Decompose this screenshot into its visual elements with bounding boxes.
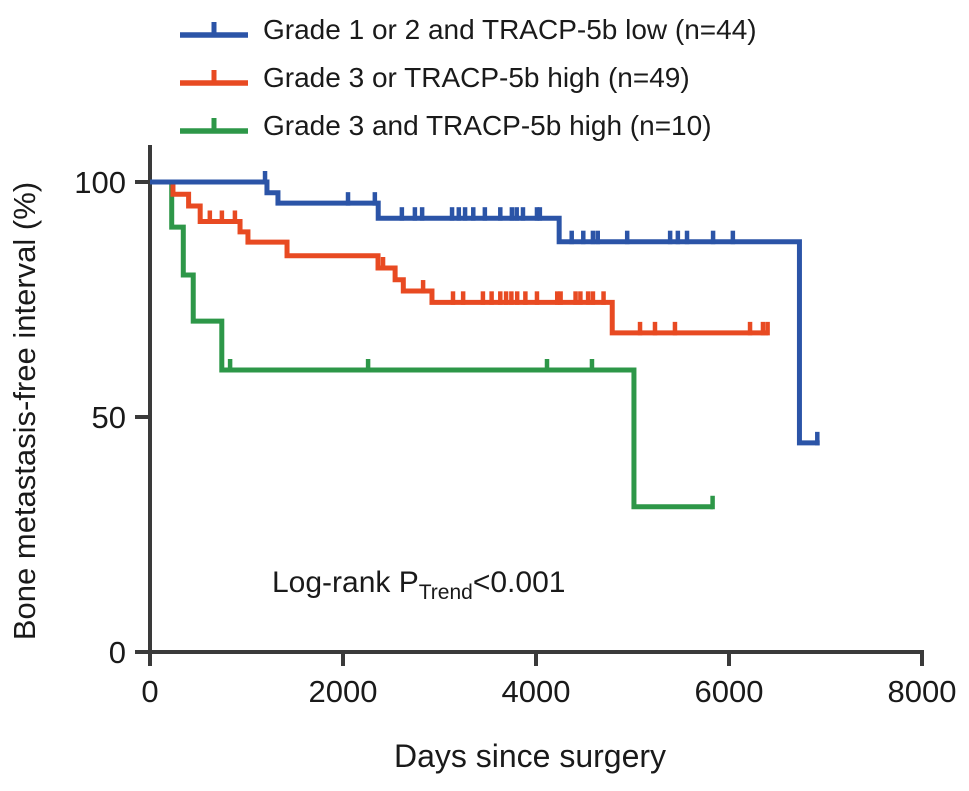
legend-row-group3: Grade 3 and TRACP-5b high (n=10): [178, 102, 757, 150]
survival-curve-2: [150, 179, 769, 336]
legend-row-group2: Grade 3 or TRACP-5b high (n=49): [178, 54, 757, 102]
y-tick-label: 100: [74, 165, 126, 200]
x-axis-title: Days since surgery: [393, 738, 667, 774]
legend-row-group1: Grade 1 or 2 and TRACP-5b low (n=44): [178, 6, 757, 54]
y-tick-label: 50: [92, 400, 126, 435]
survival-curve-3: [150, 179, 714, 510]
x-tick-label: 8000: [888, 674, 957, 709]
y-tick-label: 0: [109, 635, 126, 670]
annotation-subscript: Trend: [418, 581, 473, 604]
censored-line-icon: [180, 70, 248, 86]
x-tick-label: 2000: [309, 674, 378, 709]
annotation-suffix: <0.001: [472, 566, 566, 599]
legend-label-group1: Grade 1 or 2 and TRACP-5b low (n=44): [263, 14, 757, 45]
x-tick-label: 6000: [695, 674, 764, 709]
censored-line-icon: [180, 22, 248, 38]
legend-label-group2: Grade 3 or TRACP-5b high (n=49): [263, 62, 690, 93]
x-tick-label: 0: [141, 674, 158, 709]
log-rank-annotation: Log-rank PTrend<0.001: [272, 566, 565, 605]
censored-line-icon: [180, 118, 248, 134]
survival-curve-1: [150, 179, 820, 446]
legend: Grade 1 or 2 and TRACP-5b low (n=44) Gra…: [178, 6, 757, 150]
x-tick-label: 4000: [502, 674, 571, 709]
legend-label-group3: Grade 3 and TRACP-5b high (n=10): [263, 110, 712, 141]
annotation-prefix: Log-rank P: [272, 566, 419, 599]
